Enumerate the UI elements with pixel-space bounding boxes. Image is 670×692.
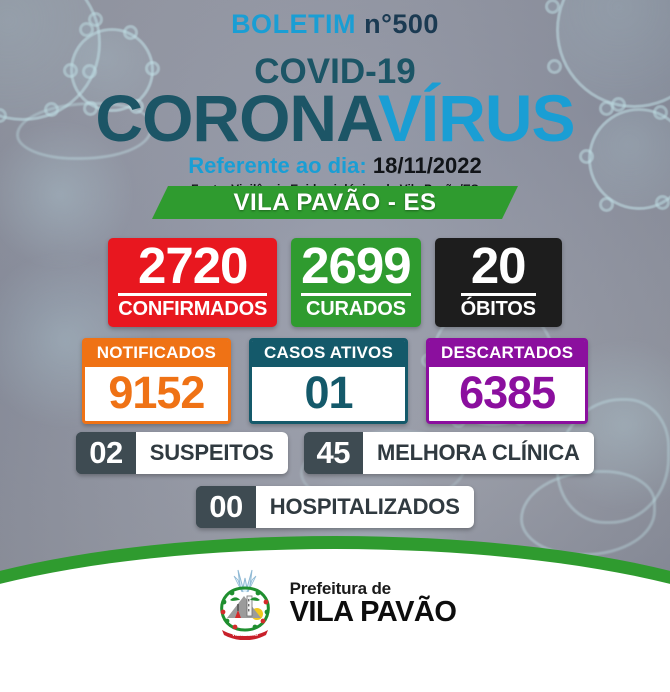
stat-card-descartados: DESCARTADOS 6385 [426, 338, 589, 424]
virus-particle-icon [579, 101, 670, 212]
primary-stats-row: 2720 CONFIRMADOS 2699 CURADOS 20 ÓBITOS [0, 237, 670, 328]
poster-header: BOLETIM n°500 COVID-19 CORONAVÍRUS Refer… [0, 0, 670, 196]
footer-white-arc [0, 549, 670, 692]
stat-label: NOTIFICADOS [84, 341, 229, 367]
stat-label: SUSPEITOS [135, 432, 288, 474]
stat-value: 01 [252, 366, 406, 421]
covid-title: COVID-19 [254, 51, 416, 91]
stat-label: CASOS ATIVOS [252, 341, 406, 367]
stat-label: DESCARTADOS [429, 341, 586, 367]
footer-logo: VILA PAVÃO Prefeitura de VILA PAVÃO [0, 566, 670, 641]
stat-value: 6385 [429, 366, 586, 421]
stat-value: 2720 [137, 237, 248, 294]
stat-value: 00 [196, 486, 256, 528]
title-corona-part: CORONA [95, 80, 378, 155]
stat-label: CONFIRMADOS [118, 298, 268, 321]
coronavirus-title: CORONAVÍRUS [0, 85, 670, 151]
prefecture-label: Prefeitura de [289, 578, 392, 598]
footer-logo-text: Prefeitura de VILA PAVÃO [290, 580, 457, 627]
pill-stats-row-secondary: 00 HOSPITALIZADOS [0, 486, 670, 528]
reference-date-line: Referente ao dia: 18/11/2022 [0, 153, 670, 179]
stat-card-obitos: 20 ÓBITOS [434, 237, 562, 328]
stat-label: MELHORA CLÍNICA [362, 432, 594, 474]
pill-stats-row: 02 SUSPEITOS 45 MELHORA CLÍNICA [0, 432, 670, 474]
stat-value: 2699 [301, 237, 411, 294]
stat-divider [301, 293, 411, 297]
stat-card-confirmados: 2720 CONFIRMADOS [108, 237, 278, 328]
stat-value: 9152 [84, 366, 229, 421]
secondary-stats-row: NOTIFICADOS 9152 CASOS ATIVOS 01 DESCART… [0, 338, 670, 424]
stat-divider [118, 293, 268, 297]
prefecture-city: VILA PAVÃO [289, 595, 457, 628]
reference-date-value: 18/11/2022 [372, 152, 482, 178]
virus-particle-icon [63, 22, 160, 116]
title-virus-part: VÍRUS [377, 80, 576, 155]
stat-pill-suspeitos: 02 SUSPEITOS [76, 432, 288, 474]
reference-date-label: Referente ao dia: [188, 152, 367, 178]
stat-label: ÓBITOS [460, 298, 536, 321]
stat-pill-hospitalizados: 00 HOSPITALIZADOS [196, 486, 474, 528]
vila-pavao-coat-of-arms-icon: VILA PAVÃO [214, 566, 276, 641]
stat-card-notificados: NOTIFICADOS 9152 [81, 338, 232, 424]
stat-value: 20 [470, 237, 527, 294]
stat-card-casos-ativos: CASOS ATIVOS 01 [249, 338, 409, 424]
stat-value: 02 [76, 432, 136, 474]
city-banner: VILA PAVÃO - ES [152, 186, 518, 219]
bulletin-label: BOLETIM [231, 9, 357, 39]
stat-pill-melhora-clinica: 45 MELHORA CLÍNICA [303, 432, 594, 474]
stat-label: HOSPITALIZADOS [255, 486, 474, 528]
virus-strand-icon [16, 102, 152, 160]
stat-divider [460, 293, 536, 297]
stat-label: CURADOS [306, 298, 406, 321]
crest-ribbon-text: VILA PAVÃO [232, 632, 259, 637]
bulletin-line: BOLETIM n°500 [0, 9, 670, 40]
stat-value: 45 [303, 432, 363, 474]
bulletin-number: n°500 [364, 9, 439, 39]
city-banner-label: VILA PAVÃO - ES [233, 188, 437, 216]
stat-card-curados: 2699 CURADOS [291, 237, 421, 328]
